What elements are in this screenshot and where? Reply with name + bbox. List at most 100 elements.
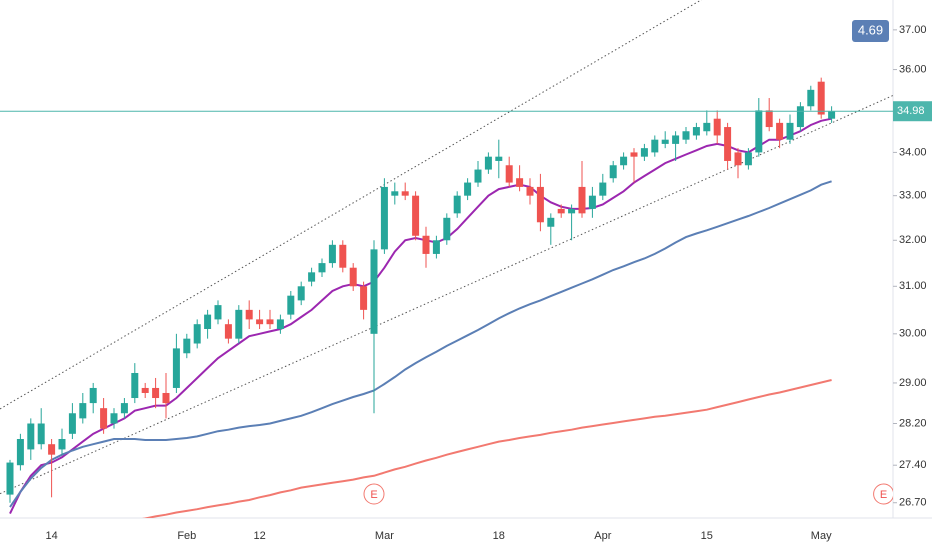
moving-average-line xyxy=(9,180,832,508)
candle-body xyxy=(547,217,555,227)
candle-body xyxy=(58,439,66,450)
candle-body xyxy=(817,81,825,115)
candle-body xyxy=(37,423,45,445)
candle-body xyxy=(578,186,586,214)
earnings-marker xyxy=(873,483,893,505)
candle-body xyxy=(131,372,139,399)
last-price-box xyxy=(893,101,932,122)
y-tick-label: 26.70 xyxy=(899,497,927,509)
candle-body xyxy=(141,387,149,393)
trend-line xyxy=(0,95,893,495)
candle-body xyxy=(422,235,430,254)
candle-body xyxy=(360,286,368,310)
x-tick-label: Apr xyxy=(594,530,611,542)
candle-body xyxy=(796,106,804,128)
candle-body xyxy=(620,156,628,166)
moving-average-line xyxy=(142,379,832,518)
candle-body xyxy=(224,324,232,339)
candle-body xyxy=(328,244,336,264)
y-tick-label: 29.00 xyxy=(899,377,927,389)
candle-body xyxy=(245,309,253,320)
y-tick-label: 30.00 xyxy=(899,328,927,340)
candle-body xyxy=(380,186,388,250)
badge-box xyxy=(852,20,889,42)
y-tick-label: 34.00 xyxy=(899,146,927,158)
candle-body xyxy=(79,403,87,419)
candle-body xyxy=(443,217,451,241)
candle-body xyxy=(162,392,170,404)
candle-body xyxy=(734,152,742,166)
candle-body xyxy=(120,403,128,414)
candle-body xyxy=(318,263,326,273)
candle-body xyxy=(776,122,784,140)
candle-body xyxy=(661,139,669,144)
candle-body xyxy=(828,111,836,119)
y-tick-label: 32.00 xyxy=(899,234,927,246)
earnings-marker xyxy=(363,483,385,505)
candle-body xyxy=(235,309,243,339)
last-price-label: 34.98 xyxy=(897,105,925,117)
candle-body xyxy=(432,240,440,254)
candle-body xyxy=(568,208,576,214)
candle-body xyxy=(464,182,472,196)
x-tick-label: 12 xyxy=(253,530,265,542)
badge-label: 4.69 xyxy=(858,22,883,37)
candle-body xyxy=(630,152,638,157)
candle-body xyxy=(152,387,160,399)
candle-body xyxy=(557,208,565,214)
candle-body xyxy=(172,348,180,388)
y-tick-label: 37.00 xyxy=(899,24,927,36)
candle-body xyxy=(89,387,97,404)
candle-body xyxy=(16,439,24,466)
candle-body xyxy=(6,462,14,495)
x-tick-label: Mar xyxy=(375,530,394,542)
candle-body xyxy=(713,118,721,136)
candle-body xyxy=(100,408,108,429)
candle-body xyxy=(599,182,607,196)
candle-body xyxy=(640,148,648,157)
candle-body xyxy=(526,186,534,196)
candle-body xyxy=(412,195,420,236)
candle-body xyxy=(682,131,690,140)
candle-body xyxy=(609,165,617,179)
y-tick-label: 33.00 xyxy=(899,190,927,202)
candle-body xyxy=(588,195,596,209)
y-tick-label: 28.20 xyxy=(899,417,927,429)
candle-body xyxy=(453,195,461,214)
candle-body xyxy=(193,324,201,344)
candle-body xyxy=(48,444,56,455)
y-tick-label: 36.00 xyxy=(899,63,927,75)
earnings-label: E xyxy=(370,489,377,501)
candle-body xyxy=(308,272,316,282)
earnings-label: E xyxy=(880,489,887,501)
x-tick-label: 18 xyxy=(493,530,505,542)
candle-body xyxy=(672,135,680,144)
candle-body xyxy=(755,110,763,153)
candle-body xyxy=(765,110,773,128)
candle-body xyxy=(110,413,118,424)
candle-body xyxy=(703,122,711,132)
candle-body xyxy=(474,169,482,183)
candle-body xyxy=(204,314,212,329)
candle-body xyxy=(516,178,524,187)
candle-body xyxy=(68,413,76,434)
x-tick-label: Feb xyxy=(177,530,196,542)
candle-body xyxy=(349,267,357,287)
candle-body xyxy=(495,156,503,161)
y-tick-label: 31.00 xyxy=(899,280,927,292)
x-tick-label: 15 xyxy=(701,530,713,542)
candle-body xyxy=(297,286,305,301)
candle-body xyxy=(724,127,732,161)
candle-body xyxy=(807,89,815,107)
candle-body xyxy=(183,338,191,354)
x-tick-label: May xyxy=(811,530,832,542)
candle-body xyxy=(401,191,409,196)
candle-body xyxy=(276,319,284,329)
candle-body xyxy=(339,244,347,268)
trend-line xyxy=(0,0,703,410)
candle-body xyxy=(266,319,274,325)
candle-body xyxy=(536,186,544,223)
